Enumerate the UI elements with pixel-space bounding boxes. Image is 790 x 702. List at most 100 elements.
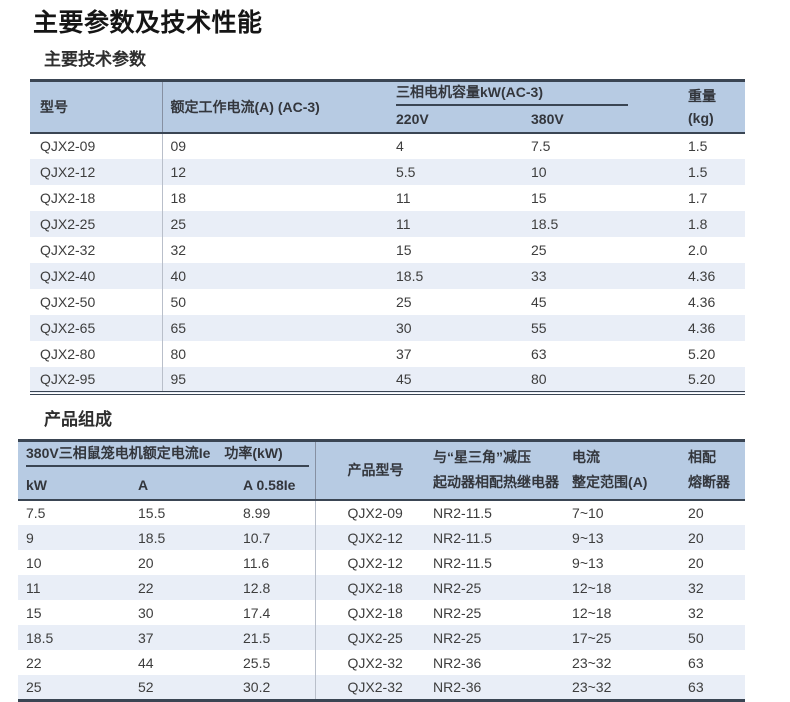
cell: 18.5 xyxy=(531,215,559,232)
cell: 4 xyxy=(396,138,404,154)
cell: 25 xyxy=(26,678,42,695)
cell: 11 xyxy=(396,215,411,232)
cell: NR2-36 xyxy=(433,654,482,671)
main-params-table: 型号 额定工作电流(A) (AC-3) 三相电机容量kW(AC-3) 重量 (k… xyxy=(30,79,745,395)
cell: QJX2-32 xyxy=(347,678,403,695)
cell: 45 xyxy=(396,370,412,387)
table-row: 10 20 11.6 QJX2-12 NR2-11.5 9~13 20 xyxy=(18,550,745,575)
cell: 12 xyxy=(170,163,187,180)
cell: 20 xyxy=(688,505,704,521)
cell: 18 xyxy=(170,189,187,206)
cell: 22 xyxy=(26,654,42,671)
cell: 2.0 xyxy=(688,241,708,258)
col-header-220v: 220V xyxy=(388,106,523,133)
table-row: QJX2-65 65 30 55 4.36 xyxy=(30,314,745,341)
cell: 32 xyxy=(170,241,187,258)
cell: 37 xyxy=(138,629,154,646)
cell: 12~18 xyxy=(572,604,612,621)
cell: 10.7 xyxy=(235,525,316,550)
table-row: 9 18.5 10.7 QJX2-12 NR2-11.5 9~13 20 xyxy=(18,525,746,550)
col-header-motor-capacity-group: 三相电机容量kW(AC-3) xyxy=(388,80,680,107)
cell: 15 xyxy=(531,189,547,206)
table-row: 25 52 30.2 QJX2-32 NR2-36 23~32 63 xyxy=(18,675,746,700)
col-header-matched-fuse: 相配 熔断器 xyxy=(680,440,746,500)
cell: 11.6 xyxy=(235,550,316,575)
col-header-weight: 重量 (kg) xyxy=(680,80,745,133)
cell: QJX2-25 xyxy=(347,629,403,646)
col-header-a: A xyxy=(130,470,235,500)
table-row: QJX2-32 32 15 25 2.0 xyxy=(30,236,745,263)
cell: 95 xyxy=(170,370,187,387)
cell: 45 xyxy=(531,293,547,310)
cell: 30 xyxy=(396,319,412,336)
cell: NR2-25 xyxy=(433,629,482,646)
cell: 9~13 xyxy=(572,554,604,571)
cell: 8.99 xyxy=(235,500,316,525)
product-composition-table-header: 380V三相鼠笼电机额定电流Ie 功率(kW) 产品型号 与“星三角”减压 起动… xyxy=(18,440,746,500)
cell: 18.5 xyxy=(396,267,424,284)
table-row: QJX2-18 18 11 15 1.7 xyxy=(30,184,745,211)
cell: 7.5 xyxy=(26,505,46,521)
cell: 33 xyxy=(531,267,547,284)
cell: 30 xyxy=(138,604,154,621)
table-row: QJX2-40 40 18.5 33 4.36 xyxy=(30,262,745,289)
current-setting-range-label-line2: 整定范围(A) xyxy=(572,474,648,491)
cell: NR2-36 xyxy=(433,678,482,695)
cell: 25.5 xyxy=(235,650,316,675)
cell: 63 xyxy=(688,654,704,671)
cell: QJX2-32 xyxy=(30,236,163,263)
cell: 10 xyxy=(26,554,42,571)
cell: QJX2-80 xyxy=(30,340,163,367)
cell: 50 xyxy=(688,629,704,646)
cell: 7.5 xyxy=(531,138,551,154)
table-row: QJX2-50 50 25 45 4.36 xyxy=(30,288,745,315)
page-title: 主要参数及技术性能 xyxy=(33,9,263,37)
col-header-current-setting-range: 电流 整定范围(A) xyxy=(564,440,681,500)
motor-rated-current-group-label: 380V三相鼠笼电机额定电流Ie 功率(kW) xyxy=(26,444,309,468)
cell: 37 xyxy=(396,345,412,362)
matched-fuse-label-line2: 熔断器 xyxy=(688,474,731,491)
product-composition-table: 380V三相鼠笼电机额定电流Ie 功率(kW) 产品型号 与“星三角”减压 起动… xyxy=(18,438,746,702)
cell: 15.5 xyxy=(138,505,166,521)
cell: 1.8 xyxy=(688,215,708,232)
cell: 44 xyxy=(138,654,154,671)
cell: 80 xyxy=(531,370,547,387)
cell: 25 xyxy=(531,241,547,258)
table-row: 22 44 25.5 QJX2-32 NR2-36 23~32 63 xyxy=(18,650,745,675)
cell: 4.36 xyxy=(688,267,716,284)
section-title-main-params: 主要技术参数 xyxy=(44,50,146,69)
cell: 9 xyxy=(26,529,34,546)
cell: 80 xyxy=(170,345,187,362)
table-row: QJX2-80 80 37 63 5.20 xyxy=(30,340,745,367)
cell: 11 xyxy=(396,189,411,206)
cell: NR2-11.5 xyxy=(433,529,492,546)
table-row: QJX2-12 12 5.5 10 1.5 xyxy=(30,158,745,185)
col-header-product-model: 产品型号 xyxy=(315,440,426,500)
cell: 18.5 xyxy=(26,629,54,646)
col-header-kw: kW xyxy=(18,470,130,500)
cell: NR2-11.5 xyxy=(433,554,492,571)
cell: QJX2-12 xyxy=(30,158,163,185)
table-row: 11 22 12.8 QJX2-18 NR2-25 12~18 32 xyxy=(18,575,746,600)
cell: QJX2-12 xyxy=(347,529,403,546)
datasheet-page: 主要参数及技术性能 主要技术参数 型号 额定工作电流(A) (AC-3) 三相电… xyxy=(0,8,790,702)
cell: QJX2-18 xyxy=(347,604,403,621)
cell: 9~13 xyxy=(572,529,604,546)
cell: 25 xyxy=(170,215,187,232)
cell: 50 xyxy=(170,293,187,310)
cell: QJX2-65 xyxy=(30,314,163,341)
col-header-motor-rated-current-group: 380V三相鼠笼电机额定电流Ie 功率(kW) xyxy=(18,440,316,470)
cell: QJX2-18 xyxy=(347,579,403,596)
cell: QJX2-12 xyxy=(347,554,403,571)
col-header-380v: 380V xyxy=(523,106,680,133)
cell: 25 xyxy=(396,293,412,310)
cell: 5.5 xyxy=(396,163,416,180)
cell: 1.5 xyxy=(688,138,708,154)
main-params-table-body: QJX2-09 09 4 7.5 1.5 QJX2-12 12 5.5 10 1.5 QJX2-18… xyxy=(30,132,745,393)
current-setting-range-label-line1: 电流 xyxy=(572,449,601,466)
cell: NR2-11.5 xyxy=(433,505,492,521)
cell: QJX2-18 xyxy=(30,184,163,211)
cell: 20 xyxy=(688,529,704,546)
cell: 23~32 xyxy=(572,678,612,695)
cell: 1.7 xyxy=(688,189,708,206)
